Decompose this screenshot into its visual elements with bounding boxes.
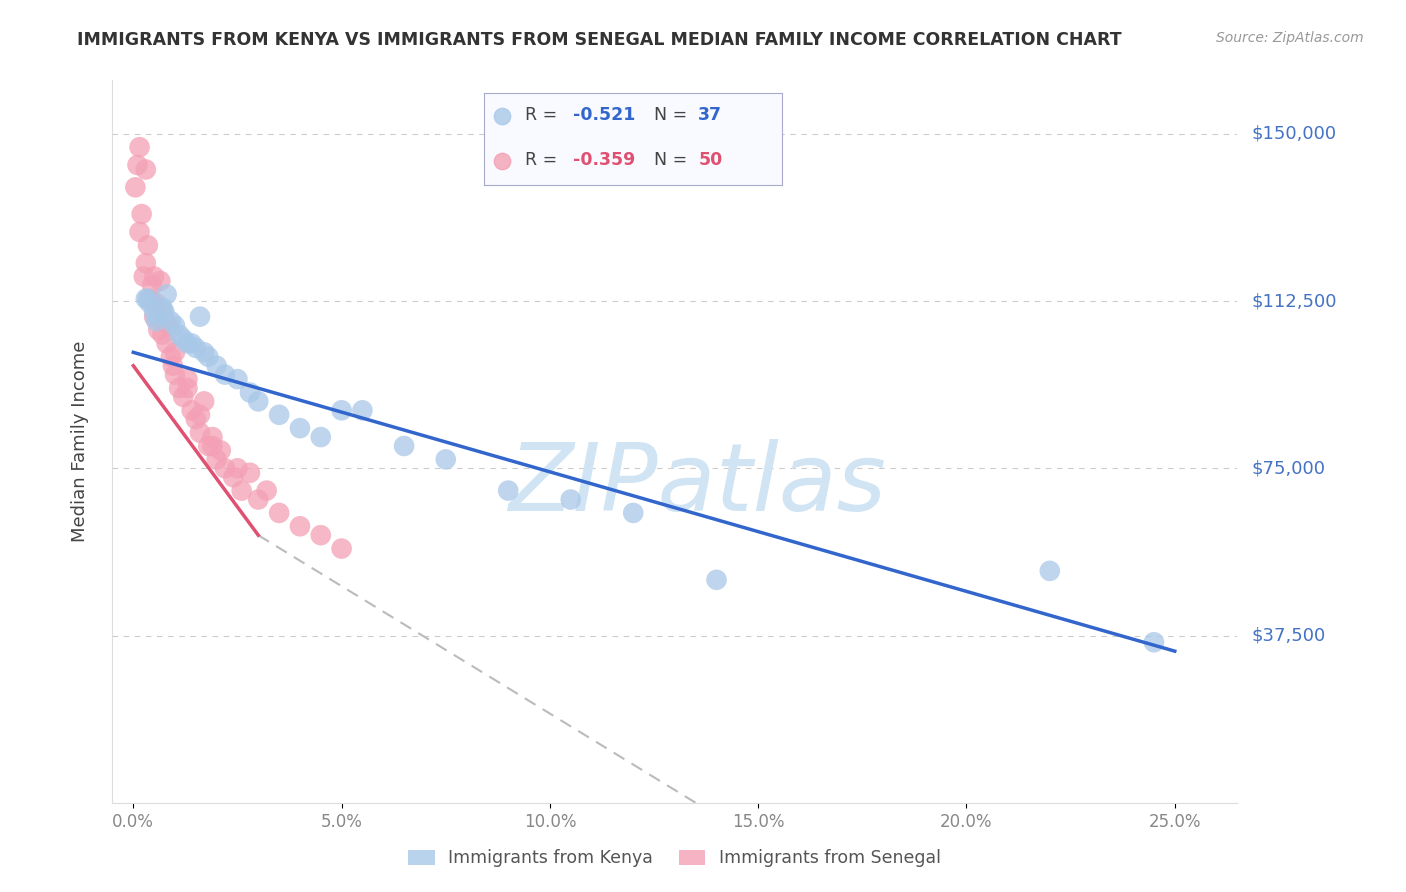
Point bbox=[159, 314, 181, 328]
Point bbox=[392, 439, 415, 453]
Point bbox=[330, 403, 353, 417]
Point bbox=[205, 359, 228, 373]
Point bbox=[269, 408, 291, 422]
Point bbox=[239, 466, 262, 480]
Point bbox=[226, 372, 249, 386]
Point bbox=[352, 403, 374, 417]
Point bbox=[157, 318, 180, 333]
Point bbox=[201, 430, 224, 444]
Point bbox=[152, 305, 174, 319]
Legend: Immigrants from Kenya, Immigrants from Senegal: Immigrants from Kenya, Immigrants from S… bbox=[402, 843, 948, 874]
Point bbox=[167, 327, 190, 342]
Point bbox=[152, 327, 174, 342]
Point bbox=[214, 368, 236, 382]
Point bbox=[231, 483, 253, 498]
Point bbox=[145, 314, 167, 328]
Point bbox=[136, 292, 159, 306]
Point bbox=[152, 301, 174, 315]
Point bbox=[209, 443, 232, 458]
Point bbox=[176, 381, 198, 395]
Point bbox=[132, 269, 155, 284]
Point bbox=[226, 461, 249, 475]
Point bbox=[153, 314, 176, 328]
Point bbox=[143, 305, 166, 319]
Point bbox=[496, 483, 519, 498]
Point bbox=[128, 140, 150, 154]
Point bbox=[176, 336, 198, 351]
Point bbox=[145, 296, 167, 310]
Point bbox=[143, 310, 166, 324]
Point bbox=[172, 332, 194, 346]
Point bbox=[560, 492, 582, 507]
Point bbox=[330, 541, 353, 556]
Point bbox=[184, 412, 207, 426]
Point bbox=[180, 336, 202, 351]
Point bbox=[201, 439, 224, 453]
Point bbox=[128, 225, 150, 239]
Point bbox=[176, 372, 198, 386]
Point bbox=[167, 381, 190, 395]
Point bbox=[1039, 564, 1062, 578]
Point bbox=[143, 269, 166, 284]
Point bbox=[156, 287, 179, 301]
Point bbox=[172, 390, 194, 404]
Y-axis label: Median Family Income: Median Family Income bbox=[70, 341, 89, 542]
Point bbox=[193, 345, 215, 359]
Point bbox=[153, 305, 176, 319]
Point bbox=[124, 180, 146, 194]
Point bbox=[162, 359, 184, 373]
Point bbox=[139, 292, 162, 306]
Point bbox=[205, 452, 228, 467]
Point bbox=[434, 452, 457, 467]
Point bbox=[197, 350, 219, 364]
Point bbox=[222, 470, 245, 484]
Point bbox=[247, 492, 270, 507]
Point bbox=[156, 336, 179, 351]
Text: $150,000: $150,000 bbox=[1251, 125, 1336, 143]
Point bbox=[1143, 635, 1166, 649]
Point bbox=[706, 573, 728, 587]
Point bbox=[135, 292, 157, 306]
Point bbox=[139, 296, 162, 310]
Point bbox=[256, 483, 278, 498]
Text: $75,000: $75,000 bbox=[1251, 459, 1326, 477]
Text: $37,500: $37,500 bbox=[1251, 626, 1326, 645]
Point bbox=[163, 318, 186, 333]
Point bbox=[135, 162, 157, 177]
Point bbox=[159, 350, 181, 364]
Point bbox=[136, 238, 159, 252]
Text: $112,500: $112,500 bbox=[1251, 292, 1337, 310]
Point bbox=[288, 421, 311, 435]
Point bbox=[288, 519, 311, 533]
Point bbox=[141, 278, 163, 293]
Point bbox=[193, 394, 215, 409]
Point bbox=[135, 256, 157, 270]
Text: Source: ZipAtlas.com: Source: ZipAtlas.com bbox=[1216, 31, 1364, 45]
Point bbox=[197, 439, 219, 453]
Point bbox=[214, 461, 236, 475]
Point bbox=[148, 323, 170, 337]
Text: IMMIGRANTS FROM KENYA VS IMMIGRANTS FROM SENEGAL MEDIAN FAMILY INCOME CORRELATIO: IMMIGRANTS FROM KENYA VS IMMIGRANTS FROM… bbox=[77, 31, 1122, 49]
Point bbox=[247, 394, 270, 409]
Point bbox=[188, 310, 211, 324]
Point bbox=[148, 310, 170, 324]
Point bbox=[269, 506, 291, 520]
Point bbox=[131, 207, 153, 221]
Point bbox=[180, 403, 202, 417]
Point bbox=[149, 274, 172, 288]
Point bbox=[309, 430, 332, 444]
Point bbox=[188, 425, 211, 440]
Point bbox=[127, 158, 149, 172]
Point bbox=[163, 368, 186, 382]
Point bbox=[163, 345, 186, 359]
Point bbox=[184, 341, 207, 355]
Point bbox=[239, 385, 262, 400]
Point bbox=[621, 506, 644, 520]
Point bbox=[188, 408, 211, 422]
Text: ZIPatlas: ZIPatlas bbox=[509, 440, 886, 531]
Point bbox=[309, 528, 332, 542]
